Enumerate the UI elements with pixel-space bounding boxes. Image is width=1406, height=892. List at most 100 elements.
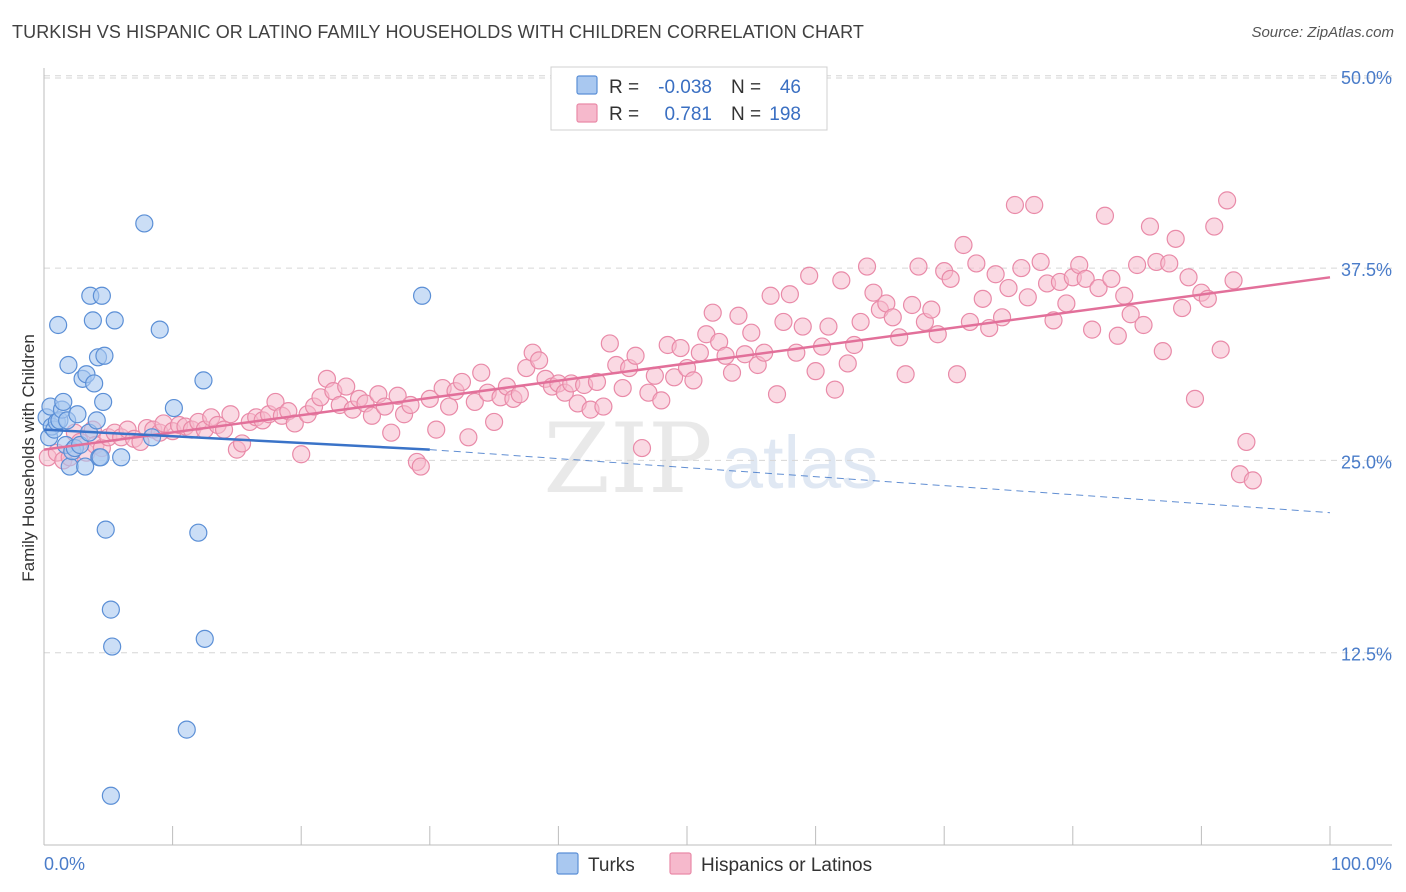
hispanics-point	[427, 420, 446, 439]
hispanics-point	[1102, 269, 1121, 288]
hispanics-point	[1224, 271, 1243, 290]
legend-bottom-swatch-hispanics	[669, 852, 692, 875]
source-credit: Source: ZipAtlas.com	[1251, 24, 1394, 41]
turks-point	[412, 286, 432, 305]
turks-point	[94, 392, 113, 412]
hispanics-point	[459, 428, 478, 447]
legend-turks-r-label: R =	[609, 77, 639, 98]
hispanics-point	[684, 371, 703, 390]
hispanics-point	[896, 365, 915, 384]
hispanics-point	[967, 254, 986, 273]
legend-hisp-n-value: 198	[769, 104, 801, 125]
hispanics-point	[1082, 320, 1102, 339]
hispanics-point	[1237, 432, 1256, 452]
hispanics-point	[922, 300, 941, 319]
y-tick-label: 25.0%	[1341, 452, 1392, 472]
y-tick-label: 12.5%	[1341, 645, 1392, 665]
hispanics-point	[1127, 255, 1147, 275]
hispanics-point	[902, 295, 922, 315]
trend-lines	[43, 276, 1331, 514]
legend-swatch-hispanics	[576, 103, 598, 123]
hispanics-point	[1025, 195, 1044, 215]
hispanics-point	[986, 265, 1005, 284]
hispanics-point	[1134, 315, 1153, 335]
x-tick-labels: 0.0% 100.0%	[44, 854, 1392, 874]
hispanics-point	[388, 386, 407, 405]
hispanics-point	[703, 303, 722, 322]
hispanics-point	[1115, 286, 1134, 305]
hispanics-point	[787, 343, 806, 362]
legend-swatch-turks	[576, 75, 598, 95]
turks-point	[91, 448, 110, 467]
turks-point	[177, 720, 196, 739]
turks-point	[54, 392, 73, 412]
turks-point	[150, 320, 169, 339]
turks-point	[189, 523, 208, 542]
hispanics-point	[1185, 389, 1205, 408]
x-tick-label-max: 100.0%	[1331, 854, 1392, 874]
hispanics-point	[362, 406, 382, 425]
turks-point	[83, 311, 102, 330]
hispanics-point	[530, 351, 549, 370]
hispanics-point	[1211, 340, 1230, 359]
legend-turks-n-label: N =	[731, 77, 761, 98]
turks-point	[164, 398, 183, 418]
hispanics-point	[510, 385, 529, 404]
hispanics-point	[947, 365, 967, 384]
hispanics-point	[1153, 342, 1172, 361]
turks-point	[59, 355, 78, 375]
hispanics-point	[960, 312, 980, 332]
legend-bottom-swatch-turks	[556, 852, 579, 875]
hispanics-point	[652, 391, 671, 410]
hispanics-point	[690, 343, 709, 362]
hispanics-point	[973, 289, 992, 308]
hispanics-point	[1205, 217, 1224, 236]
turks-point	[76, 457, 95, 476]
hispanics-point	[941, 269, 960, 288]
series-hispanics-points	[38, 191, 1262, 490]
turks-point	[101, 600, 120, 619]
chart-title: TURKISH VS HISPANIC OR LATINO FAMILY HOU…	[12, 22, 865, 42]
turks-point	[101, 786, 120, 805]
turks-point	[95, 346, 114, 365]
hispanics-point	[1166, 229, 1185, 248]
hispanics-point	[1218, 191, 1237, 210]
y-tick-labels: 12.5% 25.0% 37.5% 50.0%	[1341, 68, 1392, 665]
hispanics-point	[1243, 471, 1262, 490]
hispanics-point	[1005, 195, 1025, 215]
legend-top: R = -0.038 N = 46 R = 0.781 N = 198	[550, 66, 828, 131]
hispanics-point	[832, 271, 851, 290]
turks-point	[49, 315, 68, 335]
turks-trend-extension	[429, 449, 1331, 514]
hispanics-point	[1089, 278, 1108, 298]
hispanics-point	[465, 392, 484, 412]
legend-hisp-n-label: N =	[731, 104, 761, 125]
hispanics-point	[292, 445, 311, 464]
hispanics-point	[337, 377, 356, 396]
hispanics-point	[1076, 269, 1095, 288]
y-tick-label: 50.0%	[1341, 68, 1392, 88]
hispanics-point	[851, 312, 870, 332]
hispanics-point	[819, 317, 838, 336]
hispanics-point	[780, 285, 799, 304]
hispanics-point	[665, 368, 684, 387]
hispanics-point	[722, 363, 742, 382]
hispanics-point	[806, 362, 825, 381]
hispanics-point	[600, 334, 619, 353]
hispanics-point	[793, 317, 812, 336]
watermark-zip: ZIP	[543, 403, 712, 515]
hispanics-point	[1160, 254, 1179, 273]
hispanics-point	[485, 412, 504, 432]
hispanics-point	[864, 283, 883, 302]
hispanics-point	[857, 257, 877, 276]
legend-turks-n-value: 46	[780, 77, 801, 98]
hispanics-point	[439, 397, 459, 416]
hispanics-point	[1095, 206, 1115, 225]
hispanics-point	[671, 338, 690, 358]
hispanics-point	[909, 257, 928, 276]
legend-turks-r-value: -0.038	[658, 77, 712, 98]
hispanics-point	[1018, 288, 1037, 307]
turks-trend-line	[43, 428, 430, 451]
hispanics-point	[613, 378, 632, 398]
